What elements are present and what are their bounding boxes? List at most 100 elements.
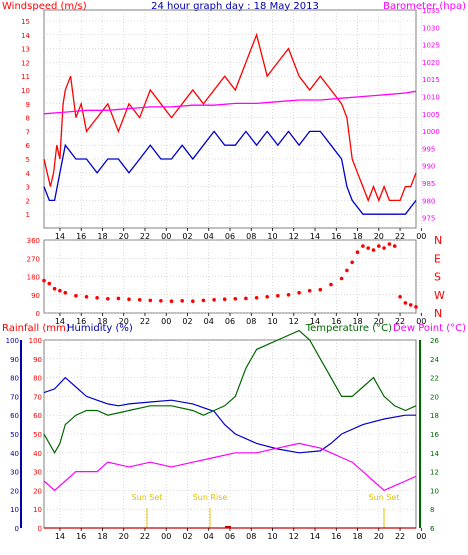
sun-marker-label: Sun Set <box>369 493 400 502</box>
dir-y-tick-label: 180 <box>27 274 40 282</box>
humidity-axis-title: Humidity (%) <box>67 323 133 334</box>
wind-dir-point <box>339 276 344 281</box>
x-tick-label-3: 00 <box>416 532 426 541</box>
wind-dir-point <box>387 242 392 246</box>
x-tick-label-2: 00 <box>416 317 426 326</box>
rain-y-tick-label: 100 <box>29 337 42 345</box>
sun-marker-label: Sun Set <box>132 493 163 502</box>
x-tick-label-2: 22 <box>395 317 405 326</box>
wind-dir-point <box>63 290 68 295</box>
wind-y-tick-label: 7 <box>26 128 30 136</box>
baro-y-tick-label: 1020 <box>422 59 440 67</box>
wind-dir-point <box>307 288 312 293</box>
wind-y-tick-label: 4 <box>26 170 31 178</box>
x-tick-label-3: 02 <box>182 532 192 541</box>
x-tick-label-2: 18 <box>97 317 107 326</box>
x-tick-label-3: 18 <box>352 532 362 541</box>
wind-dir-point <box>42 278 46 283</box>
x-tick-label-1: 20 <box>119 232 129 241</box>
wind-y-tick-label: 8 <box>26 115 30 123</box>
x-tick-label-2: 16 <box>331 317 341 326</box>
dir-y-tick-label: 90 <box>31 292 40 300</box>
series-line-p3-2 <box>43 329 417 455</box>
wind-dir-point <box>318 287 323 292</box>
x-tick-label-3: 14 <box>55 532 65 541</box>
wind-y-tick-label: 9 <box>26 101 30 109</box>
wind-dir-point <box>392 244 397 248</box>
wind-y-tick-label: 5 <box>26 156 30 164</box>
wind-y-tick-label: 13 <box>21 46 30 54</box>
wind-dir-point <box>127 297 131 302</box>
temp-y-tick-label: 8 <box>430 506 434 514</box>
x-tick-label-2: 04 <box>204 317 214 326</box>
wind-dir-point <box>254 296 259 300</box>
rain-y-tick-label: 20 <box>33 487 42 495</box>
series-line-p3-3 <box>43 442 417 492</box>
x-tick-label-1: 18 <box>352 232 362 241</box>
x-tick-label-3: 06 <box>225 532 235 541</box>
wind-dir-point <box>58 288 62 293</box>
x-tick-label-1: 04 <box>204 232 214 241</box>
x-tick-label-3: 18 <box>97 532 107 541</box>
wind-dir-point <box>286 293 291 297</box>
baro-y-tick-label: 990 <box>422 163 435 171</box>
wind-dir-point <box>408 303 413 307</box>
wind-dir-point <box>345 268 349 273</box>
humidity-y-tick-label: 20 <box>10 487 19 495</box>
rain-axis-title: Rainfall (mm) <box>2 323 70 334</box>
x-tick-label-3: 16 <box>331 532 341 541</box>
x-tick-label-2: 14 <box>310 317 320 326</box>
x-tick-label-3: 22 <box>140 532 150 541</box>
humidity-y-tick-label: 40 <box>10 450 19 458</box>
wind-dir-point <box>169 299 174 304</box>
wind-y-tick-label: 14 <box>21 32 30 40</box>
temp-y-tick-label: 10 <box>430 487 439 495</box>
wind-dir-point <box>297 290 301 295</box>
x-tick-label-2: 22 <box>140 317 150 326</box>
x-tick-label-2: 00 <box>161 317 171 326</box>
rainfall-mark <box>225 526 231 528</box>
wind-dir-point <box>95 296 99 300</box>
x-tick-label-2: 18 <box>352 317 362 326</box>
humidity-y-tick-label: 90 <box>10 356 19 364</box>
x-tick-label-2: 08 <box>246 317 256 326</box>
dewpoint-axis-title: Dew Point (°C) <box>393 323 466 334</box>
baro-y-tick-label: 980 <box>422 197 435 205</box>
baro-y-tick-label: 1015 <box>422 76 440 84</box>
baro-y-tick-label: 995 <box>422 145 435 153</box>
temp-y-tick-label: 14 <box>430 450 439 458</box>
wind-dir-point <box>414 305 418 309</box>
humidity-y-tick-label: 10 <box>10 506 19 514</box>
temp-y-tick-label: 24 <box>430 356 439 364</box>
wind-y-tick-label: 12 <box>21 59 30 67</box>
dir-y-tick-label: 0 <box>36 310 40 318</box>
wind-dir-point <box>329 282 333 287</box>
humidity-y-tick-label: 30 <box>10 469 19 477</box>
x-tick-label-3: 14 <box>310 532 320 541</box>
wind-y-tick-label: 2 <box>26 197 30 205</box>
compass-label: N <box>434 307 442 320</box>
rain-y-tick-label: 30 <box>33 469 42 477</box>
x-tick-label-3: 04 <box>204 532 214 541</box>
x-tick-label-1: 22 <box>395 232 405 241</box>
x-tick-label-2: 10 <box>267 317 277 326</box>
rain-y-tick-label: 80 <box>33 375 42 383</box>
baro-y-tick-label: 1000 <box>422 128 440 136</box>
humidity-y-tick-label: 100 <box>6 337 19 345</box>
baro-y-tick-label: 975 <box>422 215 435 223</box>
humidity-y-tick-label: 0 <box>15 525 19 533</box>
wind-y-tick-label: 15 <box>21 18 30 26</box>
wind-dir-point <box>191 299 195 304</box>
wind-dir-point <box>276 294 280 298</box>
series-line-1 <box>43 32 417 203</box>
temp-y-tick-label: 22 <box>430 375 439 383</box>
baro-y-tick-label: 1030 <box>422 24 440 32</box>
dir-y-tick-label: 270 <box>27 255 40 263</box>
wind-dir-point <box>180 299 184 303</box>
compass-label: N <box>434 234 442 247</box>
wind-dir-point <box>47 281 52 286</box>
series-line-p3-1 <box>43 376 416 454</box>
x-tick-label-2: 12 <box>289 317 299 326</box>
wind-dir-point <box>148 298 153 303</box>
